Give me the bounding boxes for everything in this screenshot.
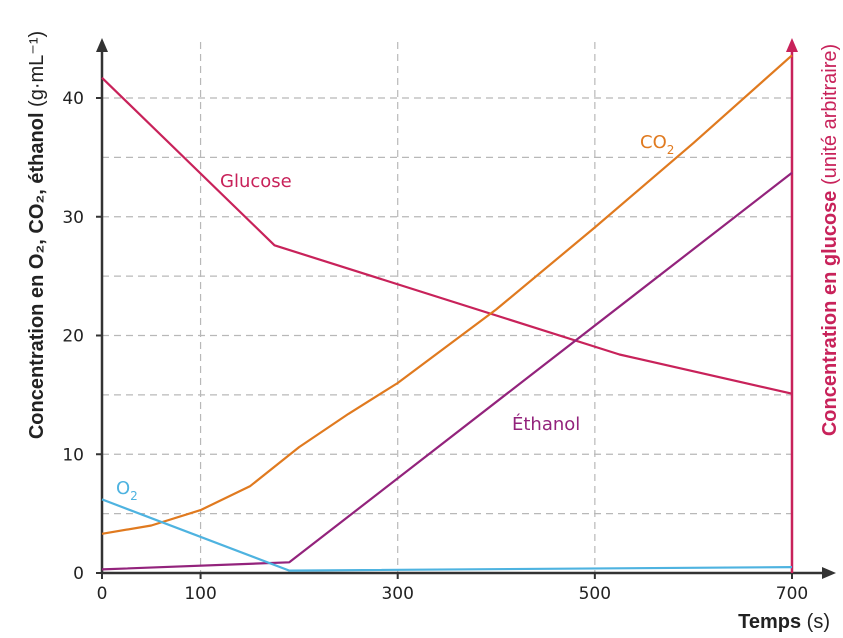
x-tick-label: 500 bbox=[579, 584, 611, 604]
x-axis-title: Temps (s) bbox=[738, 611, 830, 633]
axes bbox=[96, 38, 836, 579]
y-tick-label: 10 bbox=[62, 445, 84, 465]
y-tick-label: 0 bbox=[73, 564, 84, 584]
series-lines bbox=[101, 54, 793, 572]
o2-label: O2 bbox=[116, 478, 138, 503]
ethanol-line bbox=[101, 171, 793, 571]
x-axis-arrow bbox=[822, 567, 836, 579]
ethanol-label: Éthanol bbox=[512, 413, 580, 435]
x-tick-label: 100 bbox=[184, 584, 216, 604]
y-axis-right-arrow bbox=[785, 38, 798, 52]
co2-label: CO2 bbox=[640, 132, 674, 157]
glucose-line bbox=[101, 77, 793, 395]
glucose-label: Glucose bbox=[220, 171, 292, 192]
grid-lines bbox=[102, 42, 792, 573]
y-tick-label: 40 bbox=[62, 89, 84, 109]
y-axis-arrow bbox=[96, 38, 108, 52]
x-tick-label: 0 bbox=[97, 584, 108, 604]
o2-line bbox=[101, 498, 793, 572]
y-tick-label: 20 bbox=[62, 327, 84, 347]
y-tick-label: 30 bbox=[62, 208, 84, 228]
x-tick-label: 700 bbox=[776, 584, 808, 604]
co2-line bbox=[101, 54, 793, 535]
x-tick-label: 300 bbox=[381, 584, 413, 604]
tick-labels: 0 100 300 500 700 0 10 20 30 40 bbox=[62, 89, 808, 604]
left-axis-title: Concentration en O₂, CO₂, éthanol (g·mL⁻… bbox=[26, 31, 48, 439]
right-axis-title: Concentration en glucose (unité arbitrai… bbox=[819, 44, 841, 436]
